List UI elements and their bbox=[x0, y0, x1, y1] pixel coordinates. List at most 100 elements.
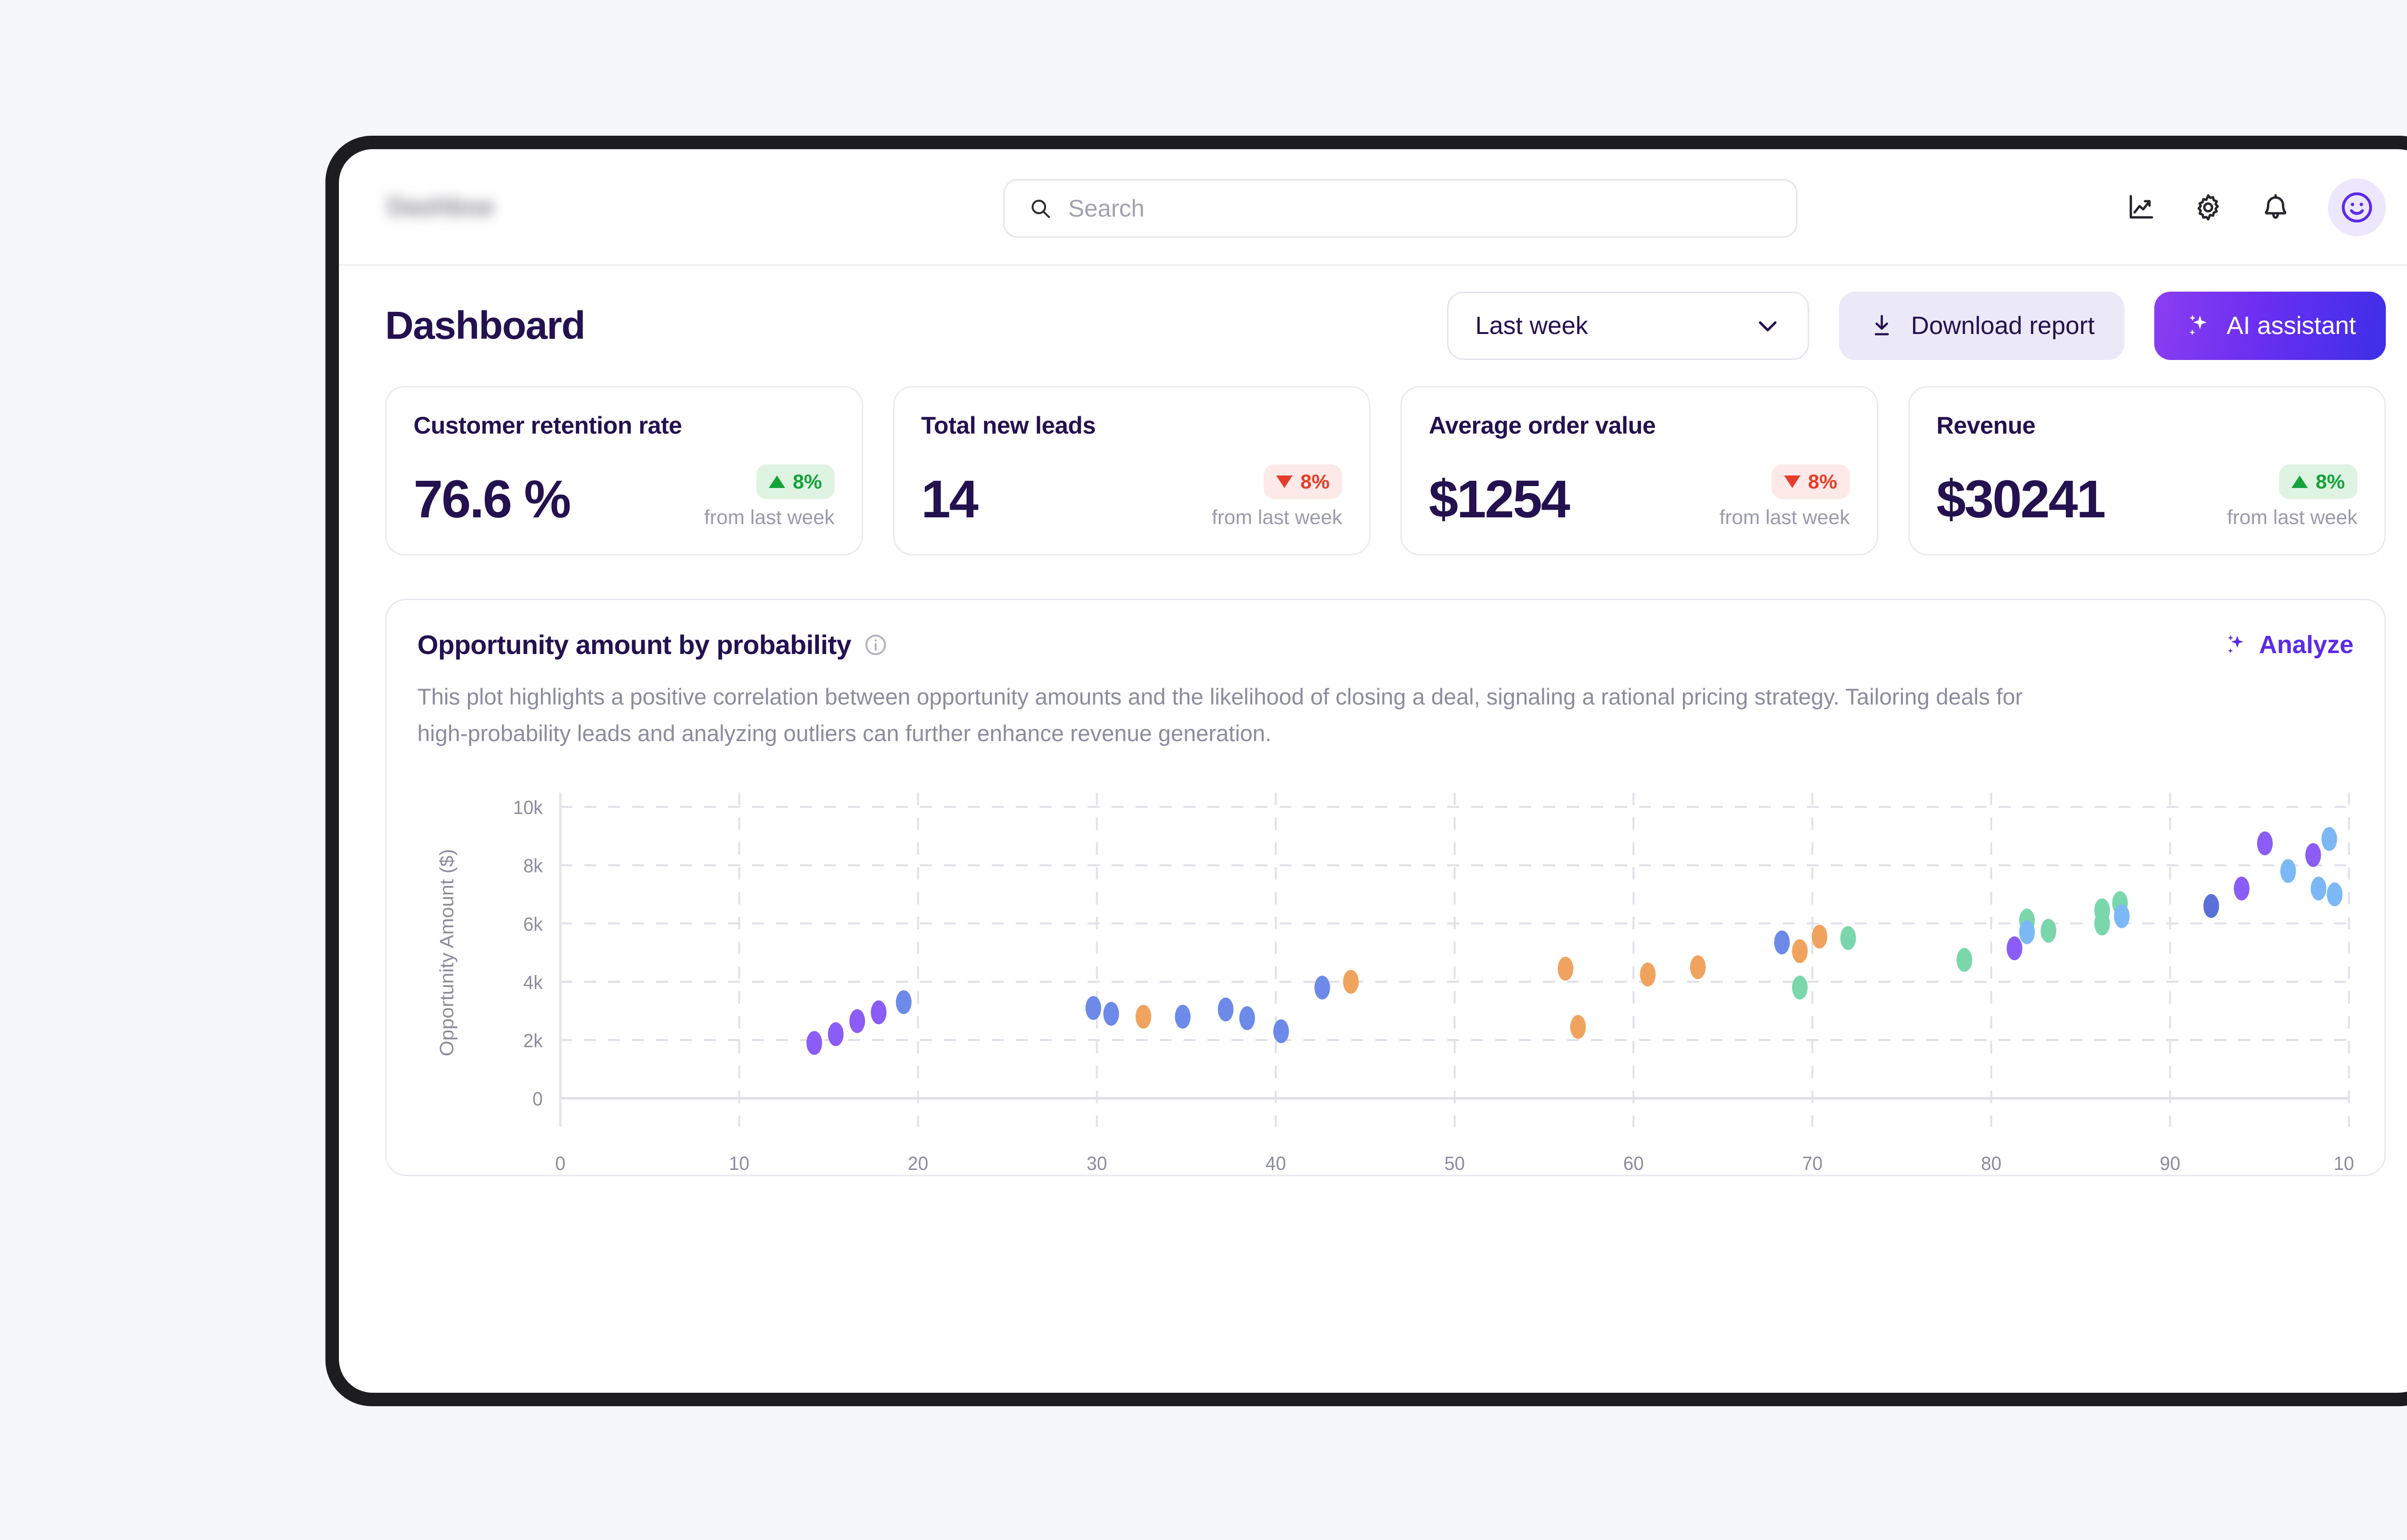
topbar-actions bbox=[2126, 149, 2386, 266]
analyze-button[interactable]: Analyze bbox=[2223, 630, 2354, 659]
smiley-icon bbox=[2342, 192, 2372, 223]
x-tick-label: 0 bbox=[555, 1153, 565, 1174]
info-icon[interactable] bbox=[864, 633, 888, 657]
scatter-point[interactable] bbox=[849, 1009, 865, 1033]
y-tick-label: 10k bbox=[513, 797, 543, 819]
search-box[interactable] bbox=[1003, 179, 1798, 238]
scatter-point[interactable] bbox=[2203, 894, 2219, 918]
scatter-plot: 0 2k 4k 6k 8k 10k 0 10 20 30 40 50 60 70 80 90 100 Opport… bbox=[417, 793, 2354, 1175]
scatter-point[interactable] bbox=[1774, 930, 1790, 955]
scatter-point[interactable] bbox=[1792, 975, 1808, 1000]
status-badge: 8% bbox=[756, 464, 835, 499]
scatter-point[interactable] bbox=[1812, 924, 1827, 949]
y-tick-label: 6k bbox=[523, 914, 543, 935]
scatter-point[interactable] bbox=[870, 1000, 887, 1025]
kpi-row: Customer retention rate 76.6 % 8% from l… bbox=[385, 386, 2386, 555]
scatter-point[interactable] bbox=[2234, 876, 2250, 901]
scatter-plot-svg: 0 2k 4k 6k 8k 10k 0 10 20 30 40 50 60 70 80 90 100 Opport… bbox=[436, 793, 2354, 1174]
kpi-value: $30241 bbox=[1936, 470, 2106, 529]
scatter-point[interactable] bbox=[1103, 1001, 1119, 1026]
brand-logo[interactable]: Dashboards bbox=[387, 192, 492, 221]
scatter-point[interactable] bbox=[1570, 1015, 1586, 1039]
scatter-point[interactable] bbox=[1217, 997, 1234, 1022]
kpi-title: Average order value bbox=[1429, 412, 1656, 439]
kpi-delta-group: 8% from last week bbox=[1212, 464, 1342, 529]
scatter-point[interactable] bbox=[2006, 936, 2022, 961]
scatter-point[interactable] bbox=[1239, 1006, 1255, 1030]
download-icon bbox=[1875, 315, 1889, 335]
scatter-point[interactable] bbox=[1135, 1004, 1152, 1029]
scatter-point[interactable] bbox=[1273, 1019, 1289, 1043]
trending-chart-icon[interactable] bbox=[2126, 192, 2156, 222]
scatter-point[interactable] bbox=[2114, 904, 2130, 928]
ai-assistant-button[interactable]: AI assistant bbox=[2154, 292, 2386, 360]
scatter-point[interactable] bbox=[1175, 1004, 1191, 1029]
x-tick-label: 20 bbox=[908, 1153, 929, 1174]
bell-icon[interactable] bbox=[2261, 192, 2291, 222]
x-tick-label: 50 bbox=[1444, 1153, 1465, 1174]
status-badge: 8% bbox=[2279, 464, 2357, 499]
scatter-point[interactable] bbox=[895, 990, 912, 1014]
kpi-subtext: from last week bbox=[704, 506, 835, 528]
scatter-point[interactable] bbox=[1640, 962, 1656, 987]
y-tick-label: 8k bbox=[523, 856, 543, 877]
download-report-button[interactable]: Download report bbox=[1838, 292, 2125, 360]
chart-card: Opportunity amount by probability Analyz… bbox=[385, 599, 2386, 1176]
scatter-point[interactable] bbox=[2019, 920, 2035, 944]
scatter-point[interactable] bbox=[1690, 955, 1706, 979]
scatter-point[interactable] bbox=[2305, 843, 2321, 867]
kpi-delta: 8% bbox=[1808, 470, 1838, 493]
scatter-point[interactable] bbox=[1792, 939, 1808, 963]
scatter-point[interactable] bbox=[806, 1031, 822, 1055]
kpi-title: Total new leads bbox=[921, 412, 1096, 439]
kpi-card-retention[interactable]: Customer retention rate 76.6 % 8% from l… bbox=[385, 386, 863, 555]
page-header: Dashboard Last week Download report bbox=[385, 266, 2386, 386]
kpi-delta-group: 8% from last week bbox=[704, 464, 835, 529]
scatter-point[interactable] bbox=[2321, 827, 2337, 851]
avatar[interactable] bbox=[2328, 179, 2386, 236]
scatter-point[interactable] bbox=[2040, 919, 2057, 943]
gear-icon[interactable] bbox=[2193, 192, 2223, 222]
scatter-point[interactable] bbox=[1085, 996, 1101, 1020]
y-axis-label: Opportunity Amount ($) bbox=[436, 849, 457, 1056]
x-tick-label: 70 bbox=[1802, 1153, 1823, 1174]
scatter-point[interactable] bbox=[1343, 970, 1359, 994]
kpi-card-leads[interactable]: Total new leads 14 8% from last week bbox=[893, 386, 1371, 555]
kpi-subtext: from last week bbox=[1719, 506, 1850, 528]
triangle-up-icon bbox=[2291, 475, 2308, 488]
triangle-up-icon bbox=[768, 475, 785, 488]
x-tick-label: 60 bbox=[1623, 1153, 1644, 1174]
chart-description: This plot highlights a positive correlat… bbox=[417, 684, 2023, 746]
x-tick-label: 10 bbox=[729, 1153, 750, 1174]
y-tick-label: 0 bbox=[532, 1089, 543, 1110]
kpi-delta: 8% bbox=[792, 470, 822, 493]
scatter-point[interactable] bbox=[2280, 859, 2296, 883]
kpi-card-revenue[interactable]: Revenue $30241 8% from last week bbox=[1908, 386, 2386, 555]
scatter-point[interactable] bbox=[1557, 956, 1574, 981]
triangle-down-icon bbox=[1276, 475, 1293, 488]
kpi-delta-group: 8% from last week bbox=[1720, 464, 1850, 529]
search-icon bbox=[1032, 200, 1050, 218]
search-input[interactable] bbox=[1068, 194, 1772, 222]
date-range-select[interactable]: Last week bbox=[1447, 292, 1809, 360]
scatter-point[interactable] bbox=[1840, 926, 1856, 950]
scatter-point[interactable] bbox=[2257, 831, 2273, 856]
scatter-point[interactable] bbox=[2327, 882, 2342, 907]
scatter-point[interactable] bbox=[2310, 876, 2327, 901]
scatter-point[interactable] bbox=[1314, 975, 1330, 1000]
y-tick-label: 4k bbox=[523, 972, 543, 993]
x-tick-label: 100 bbox=[2333, 1153, 2354, 1174]
y-tick-label: 2k bbox=[523, 1030, 543, 1052]
kpi-card-aov[interactable]: Average order value $1254 8% from last w… bbox=[1400, 386, 1878, 555]
chart-title: Opportunity amount by probability bbox=[417, 629, 852, 660]
sparkle-icon bbox=[2228, 635, 2244, 654]
kpi-value: 76.6 % bbox=[414, 470, 571, 529]
x-tick-label: 90 bbox=[2160, 1153, 2181, 1174]
ai-assistant-label: AI assistant bbox=[2226, 312, 2356, 340]
kpi-delta: 8% bbox=[1300, 470, 1330, 493]
scatter-point[interactable] bbox=[2094, 911, 2110, 936]
triangle-down-icon bbox=[1784, 475, 1800, 488]
kpi-value: $1254 bbox=[1429, 470, 1570, 529]
scatter-point[interactable] bbox=[1956, 948, 1972, 972]
scatter-point[interactable] bbox=[828, 1022, 844, 1046]
